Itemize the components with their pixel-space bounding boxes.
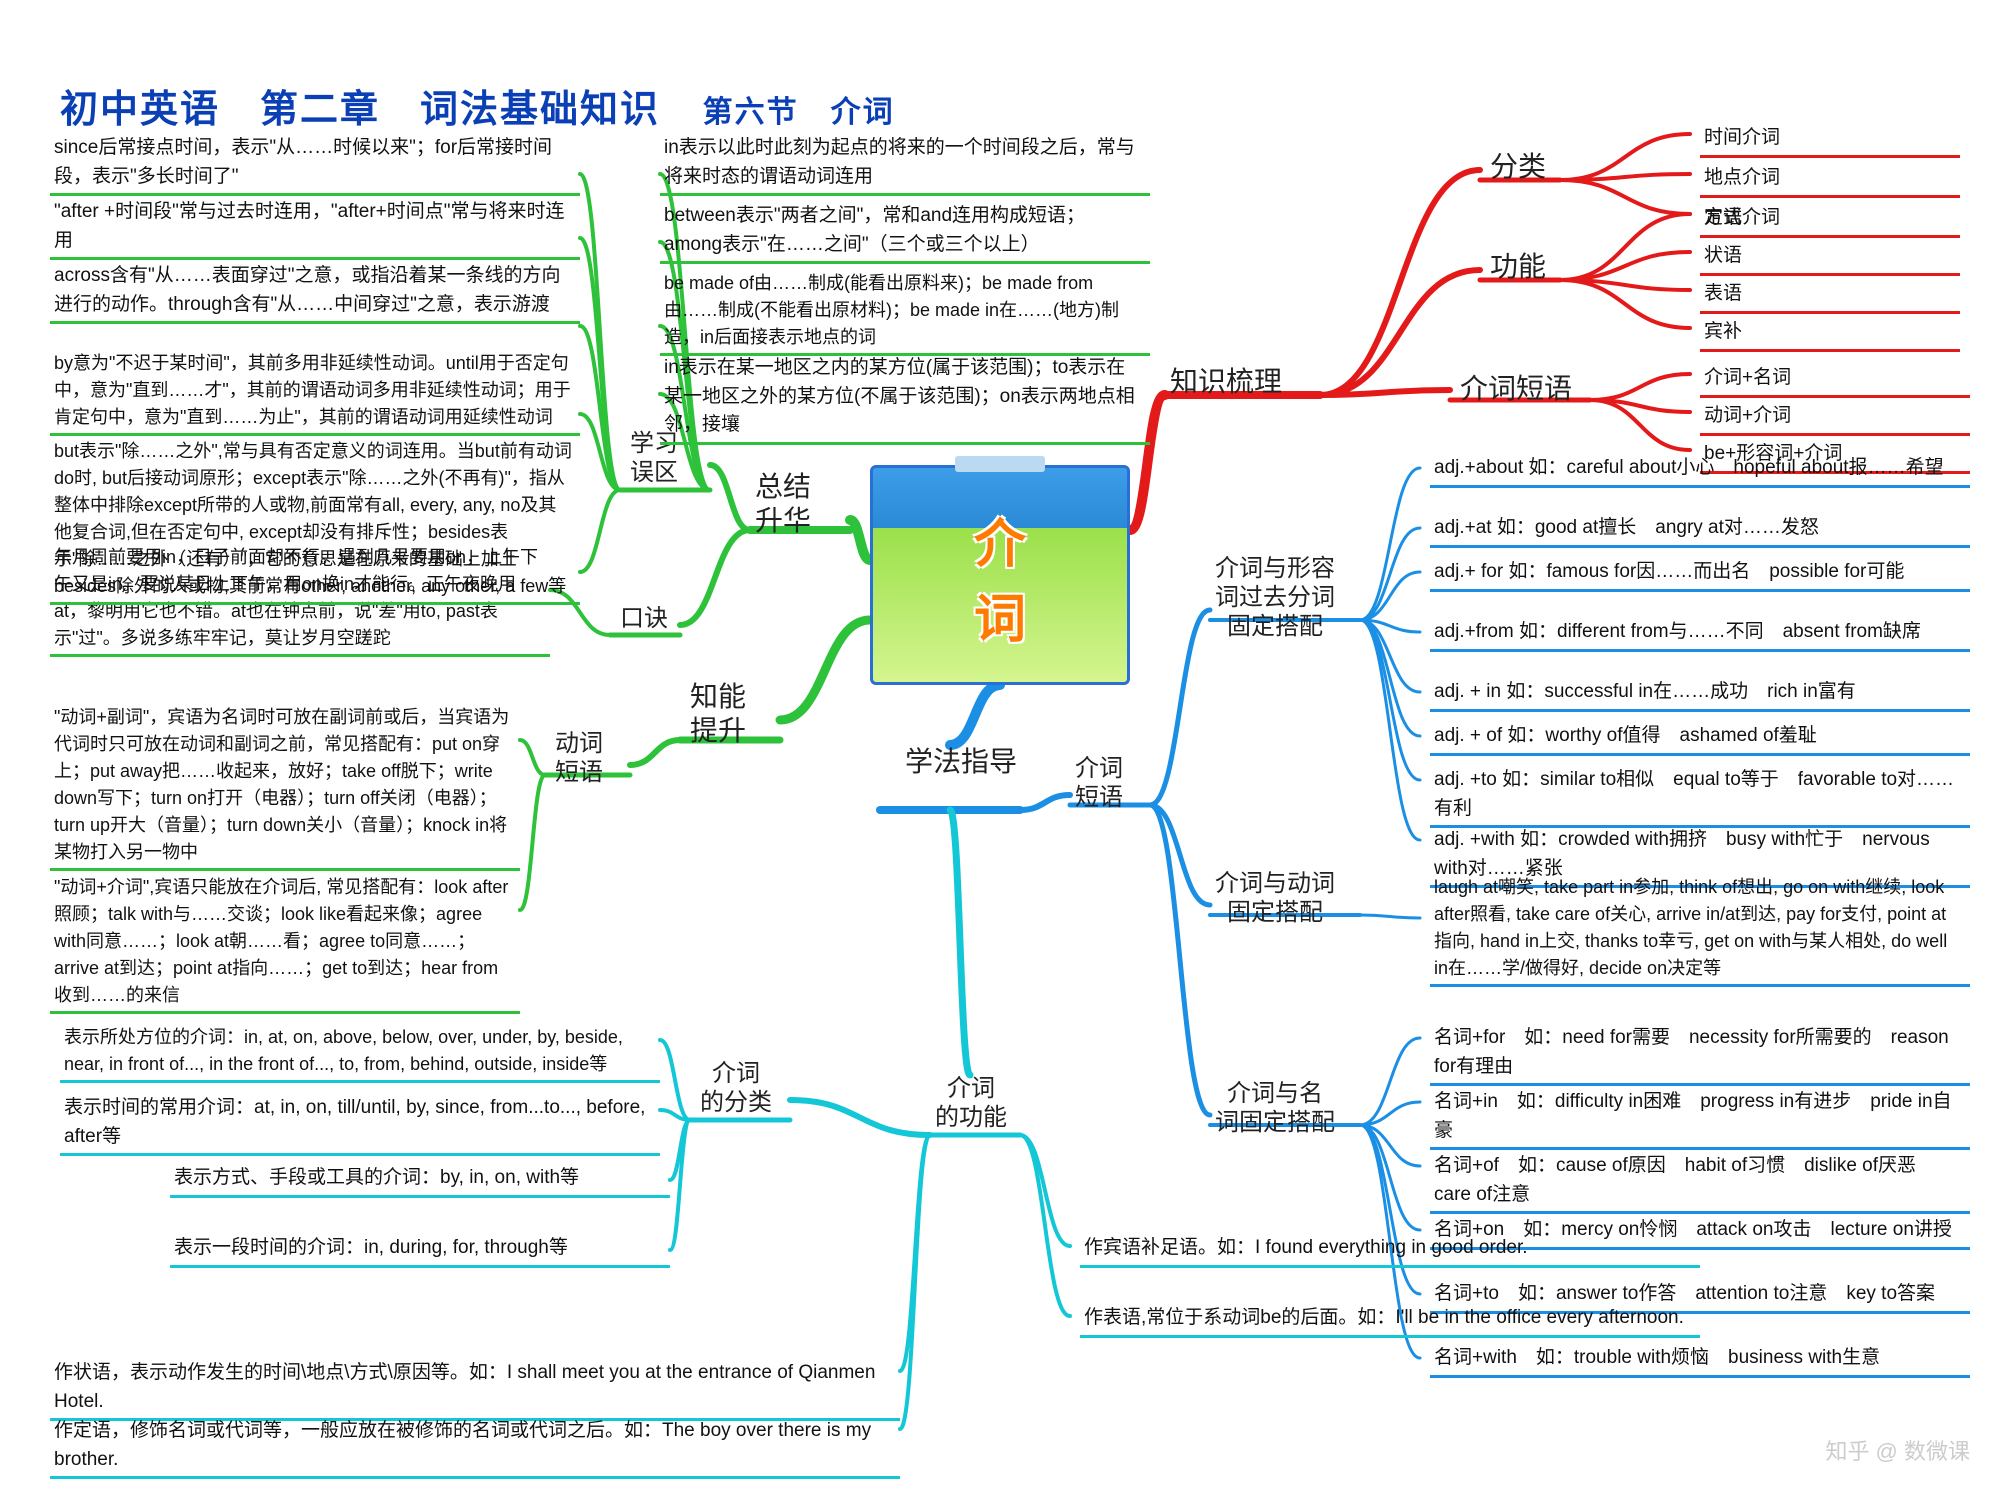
leaf-item: 表示一段时间的介词：in, during, for, through等 [170,1230,670,1268]
center-label: 介 词 [873,502,1127,652]
page-title: 初中英语 第二章 词法基础知识 第六节 介词 [60,78,895,133]
leaf-item: 名词+in 如：difficulty in困难 progress in有进步 p… [1430,1084,1970,1150]
watermark: 知乎 @ 数微课 [1825,1434,1970,1466]
leaf-item: 作状语，表示动作发生的时间\地点\方式\原因等。如：I shall meet y… [50,1355,900,1421]
leaf-item: since后常接点时间，表示"从……时候以来"；for后常接时间段，表示"多长时… [50,130,580,196]
leaf-item: across含有"从……表面穿过"之意，或指沿着某一条线的方向进行的动作。thr… [50,258,580,324]
leaf-item: adj.+about 如：careful about小心 hopeful abo… [1430,450,1970,488]
branch-label: 知识梳理 [1170,365,1282,399]
leaf-item: in表示在某一地区之内的某方位(属于该范围)；to表示在某一地区之外的某方位(不… [660,350,1150,445]
branch-label: 学法指导 [905,745,1017,779]
leaf-item: adj.+from 如：different from与……不同 absent f… [1430,614,1970,652]
leaf-item: "after +时间段"常与过去时连用，"after+时间点"常与将来时连用 [50,194,580,260]
branch-label: 介词与名词固定搭配 [1215,1080,1335,1138]
leaf-item: adj.+at 如：good at擅长 angry at对……发怒 [1430,510,1970,548]
leaf-item: 地点介词 [1700,160,1960,198]
leaf-item: 名词+with 如：trouble with烦恼 business with生意 [1430,1340,1970,1378]
leaf-item: 时间介词 [1700,120,1960,158]
leaf-item: 表语 [1700,276,1960,314]
leaf-item: adj. + of 如：worthy of值得 ashamed of羞耻 [1430,718,1970,756]
leaf-item: adj. + in 如：successful in在……成功 rich in富有 [1430,674,1970,712]
branch-label: 分类 [1490,150,1546,184]
branch-label: 功能 [1490,250,1546,284]
branch-label: 总结升华 [755,470,811,537]
leaf-item: by意为"不迟于某时间"，其前多用非延续性动词。until用于否定句中，意为"直… [50,346,580,436]
leaf-item: 作宾语补足语。如：I found everything in good orde… [1080,1230,1700,1268]
leaf-item: 作表语,常位于系动词be的后面。如：I'll be in the office … [1080,1300,1700,1338]
leaf-item: 介词+名词 [1700,360,1970,398]
leaf-item: 作定语，修饰名词或代词等，一般应放在被修饰的名词或代词之后。如：The boy … [50,1413,900,1479]
leaf-item: in表示以此时此刻为起点的将来的一个时间段之后，常与将来时态的谓语动词连用 [660,130,1150,196]
leaf-item: laugh at嘲笑, take part in参加, think of想出, … [1430,870,1970,987]
center-node: 介 词 [870,465,1130,685]
branch-label: 知能提升 [690,680,746,747]
branch-label: 介词与动词固定搭配 [1215,870,1335,928]
leaf-item: between表示"两者之间"，常和and连用构成短语；among表示"在……之… [660,198,1150,264]
title-main: 初中英语 第二章 词法基础知识 [60,89,660,131]
leaf-item: adj. +to 如：similar to相似 equal to等于 favor… [1430,762,1970,828]
branch-label: 口诀 [620,605,668,634]
leaf-item: 定语 [1700,200,1960,238]
leaf-item: 名词+of 如：cause of原因 habit of习惯 dislike of… [1430,1148,1970,1214]
title-sub: 第六节 介词 [703,96,895,129]
branch-label: 介词与形容词过去分词固定搭配 [1215,555,1335,641]
leaf-item: 名词+for 如：need for需要 necessity for所需要的 re… [1430,1020,1970,1086]
leaf-item: 动词+介词 [1700,398,1970,436]
leaf-item: be made of由……制成(能看出原料来)；be made from由……制… [660,266,1150,356]
branch-label: 动词短语 [555,730,603,788]
branch-label: 介词短语 [1460,372,1572,406]
leaf-item: 表示时间的常用介词：at, in, on, till/until, by, si… [60,1090,660,1156]
leaf-item: adj.+ for 如：famous for因……而出名 possible fo… [1430,554,1970,592]
leaf-item: but表示"除……之外",常与具有否定意义的词连用。当but前有动词do时, b… [50,434,580,605]
branch-label: 介词的分类 [700,1060,772,1118]
branch-label: 介词的功能 [935,1075,1007,1133]
leaf-item: 状语 [1700,238,1960,276]
leaf-item: "动词+副词"，宾语为名词时可放在副词前或后，当宾语为代词时只可放在动词和副词之… [50,700,520,871]
leaf-item: 宾补 [1700,314,1960,352]
leaf-item: "动词+介词",宾语只能放在介词后, 常见搭配有：look after照顾；ta… [50,870,520,1014]
leaf-item: 表示所处方位的介词：in, at, on, above, below, over… [60,1020,660,1083]
leaf-item: 表示方式、手段或工具的介词：by, in, on, with等 [170,1160,670,1198]
branch-label: 介词短语 [1075,755,1123,813]
